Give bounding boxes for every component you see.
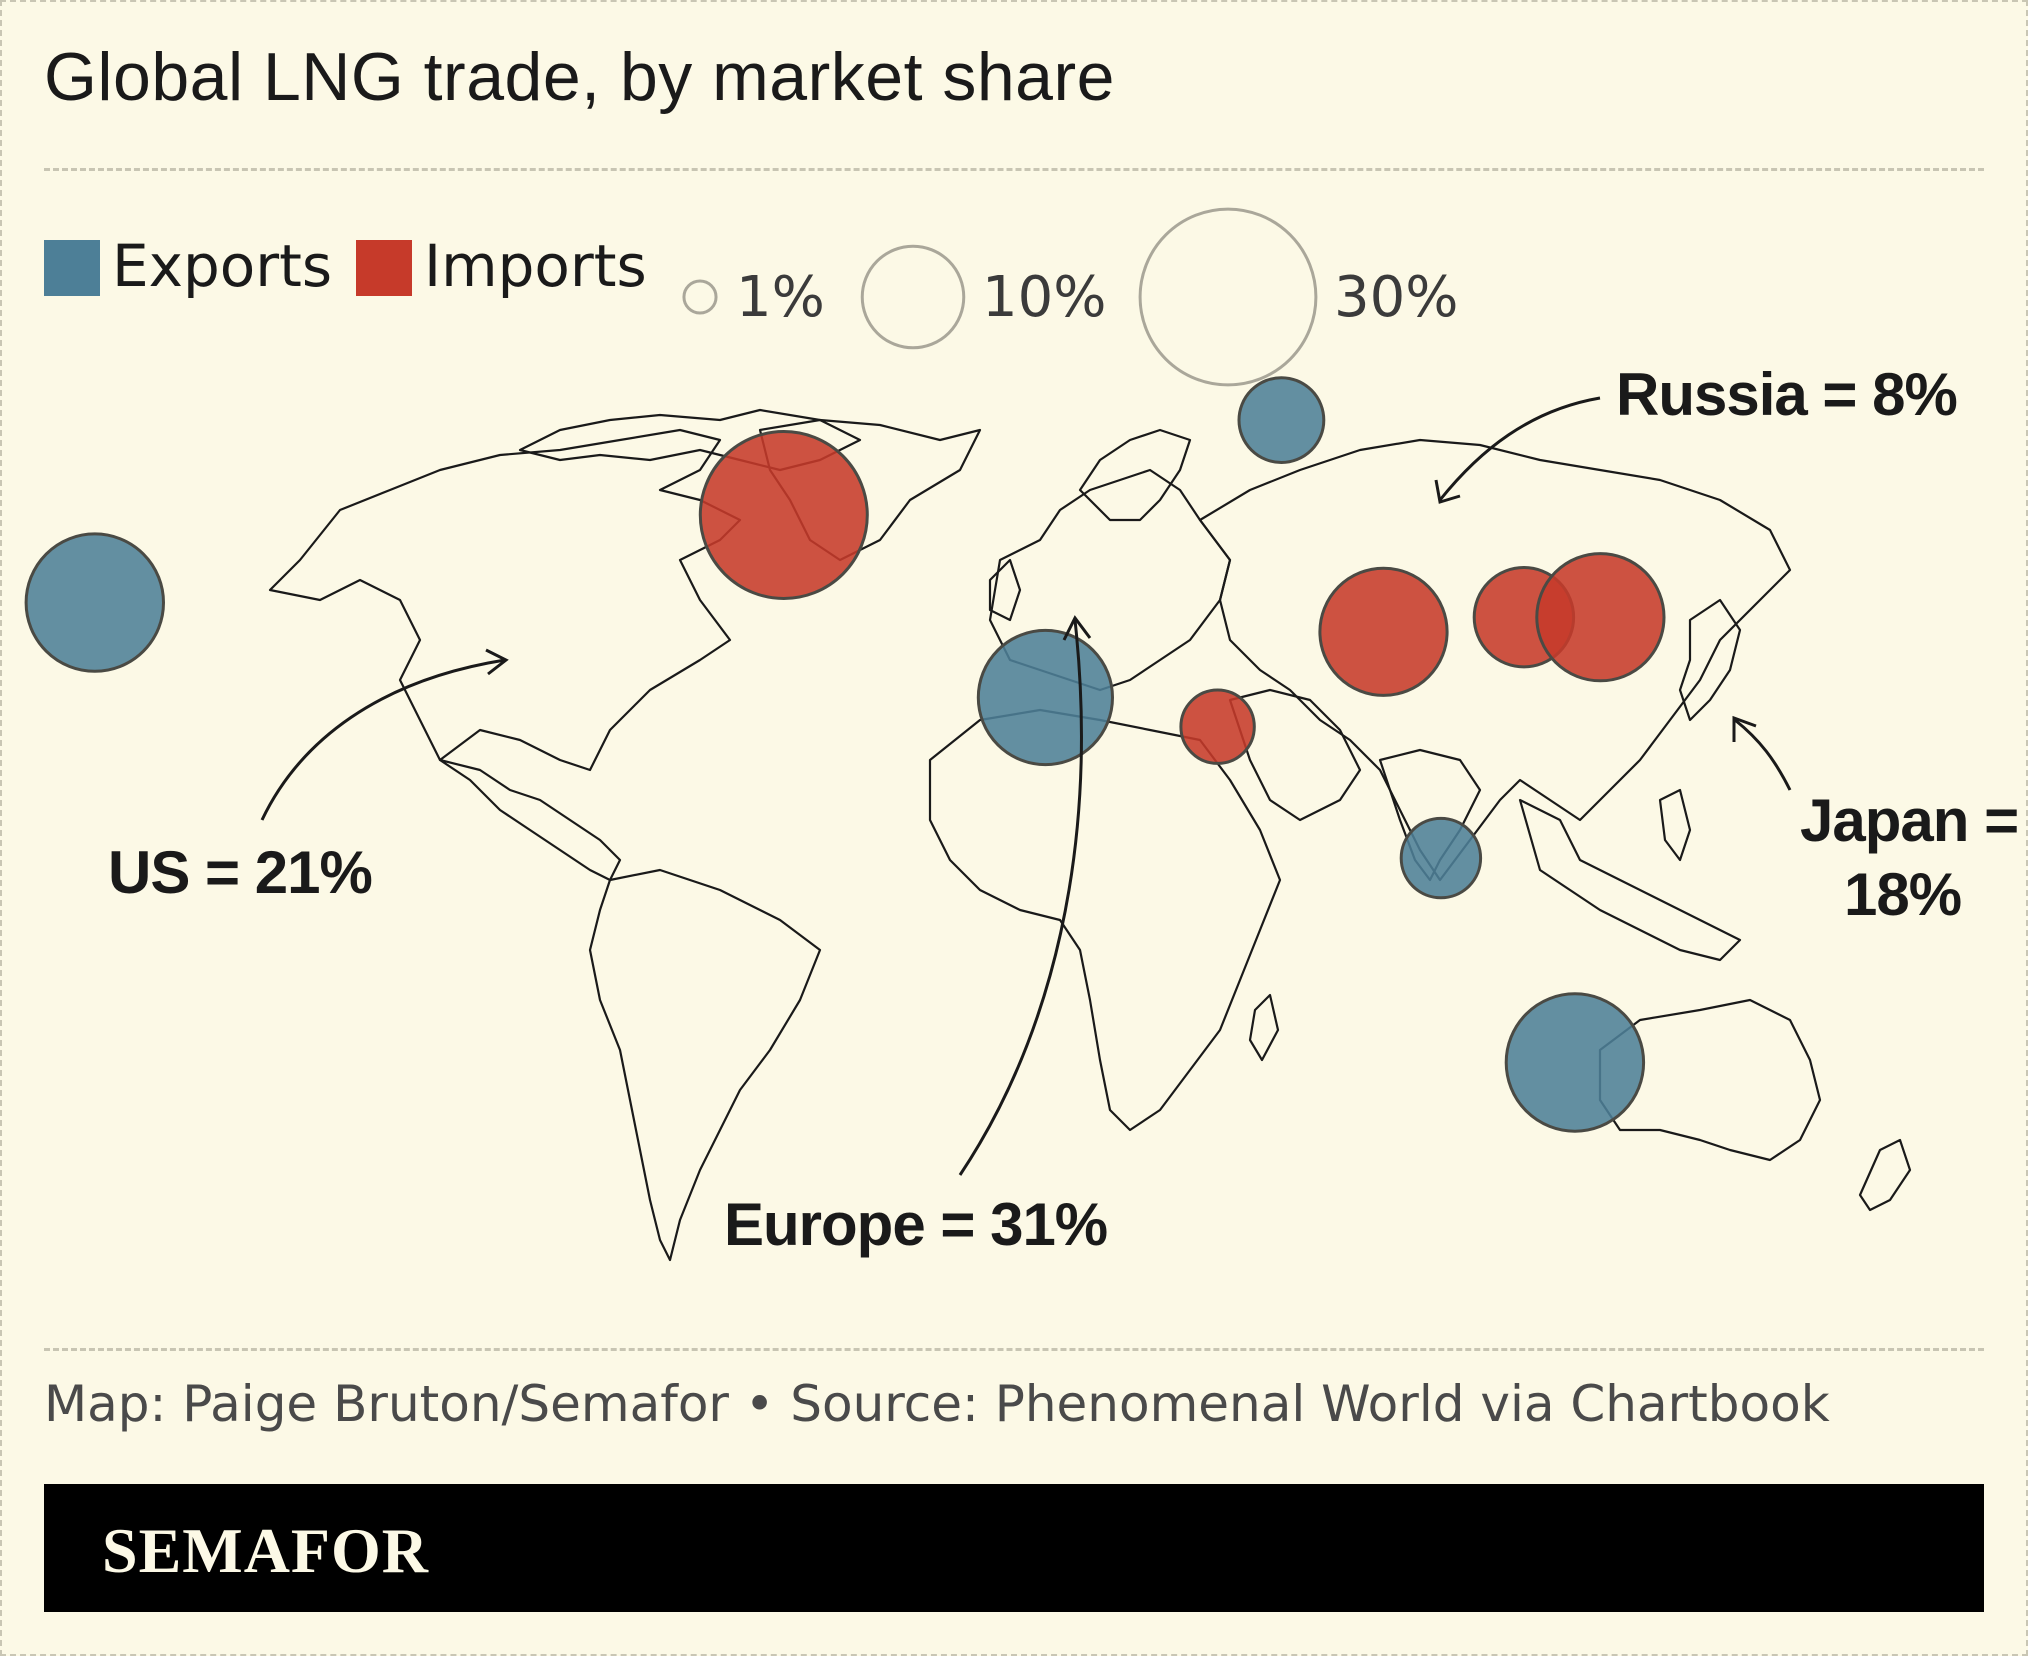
malaysia-exports-bubble [1399, 816, 1483, 900]
russia-exports-bubble [1237, 376, 1326, 465]
japan-callout-line2: 18% [1844, 861, 1962, 928]
central-america-outline [438, 758, 622, 882]
philippines-outline [1658, 788, 1692, 862]
imports-swatch [356, 240, 412, 296]
australia-exports-bubble [1504, 992, 1646, 1133]
madagascar-outline [1248, 993, 1280, 1062]
japan-outline [1678, 598, 1742, 722]
south-america-outline [588, 868, 822, 1262]
size-legend-circle-1 [682, 279, 718, 315]
russia-callout: Russia = 8% [1616, 361, 1958, 428]
size-legend-circles [682, 207, 1318, 387]
europe-arrow [958, 619, 1083, 1176]
russia-arrow [1438, 396, 1601, 501]
scandinavia-outline [1078, 428, 1192, 522]
brand-bar: SEMAFOR [44, 1484, 1984, 1612]
europe-arrowhead [1062, 615, 1092, 641]
china-imports-bubble [1318, 566, 1449, 697]
size-legend-label-10: 10% [982, 265, 1107, 330]
japan-arrowhead [1732, 715, 1757, 742]
qatar-exports-bubble [976, 628, 1115, 767]
africa-outline [928, 708, 1282, 1132]
india-imports-bubble [1179, 688, 1256, 765]
imports-legend-label: Imports [424, 232, 647, 300]
bubble-layer [24, 376, 1666, 1133]
new-zealand-outline [1858, 1138, 1912, 1212]
size-legend-label-30: 30% [1334, 265, 1459, 330]
chart-title: Global LNG trade, by market share [44, 39, 1115, 115]
source-credit: Map: Paige Bruton/Semafor • Source: Phen… [44, 1375, 1830, 1433]
russia-arrowhead [1434, 479, 1461, 504]
europe-imports-bubble [698, 430, 869, 600]
asia-outline [1198, 438, 1792, 882]
bottom-divider [44, 1348, 1984, 1351]
japan-callout-line1: Japan = [1800, 787, 2019, 854]
europe-callout: Europe = 31% [724, 1191, 1108, 1258]
size-legend-circle-30 [1138, 207, 1318, 387]
southeast-asia-outline [1518, 798, 1742, 962]
exports-legend-label: Exports [112, 232, 333, 300]
land-outlines [268, 408, 1912, 1262]
arabia-outline [1228, 688, 1362, 822]
us-callout: US = 21% [108, 839, 373, 906]
australia-outline [1598, 998, 1822, 1162]
uk-outline [988, 558, 1022, 622]
exports-swatch [44, 240, 100, 296]
size-legend-label-1: 1% [736, 265, 825, 330]
japan-imports-bubble [1535, 552, 1666, 683]
us-exports-bubble [24, 532, 165, 673]
us-arrow [260, 658, 506, 821]
semafor-logo: SEMAFOR [102, 1515, 429, 1586]
arctic-islands-outline [518, 408, 862, 472]
size-legend-circle-10 [860, 244, 966, 350]
us-arrowhead [485, 648, 509, 676]
top-divider [44, 168, 1984, 171]
japan-arrow [1734, 718, 1792, 791]
north-america-outline [268, 428, 742, 772]
callout-arrows [260, 396, 1792, 1176]
